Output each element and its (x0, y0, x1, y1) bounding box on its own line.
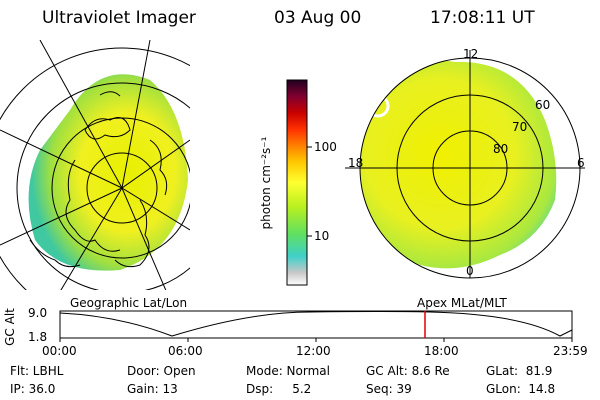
info-door: Door: Open (127, 364, 196, 378)
info-flt: Flt: LBHL (10, 364, 64, 378)
colorbar-label-10: 10 (314, 229, 330, 243)
colorbar-label-100: 100 (314, 140, 337, 154)
colorbar-unit-label: photon cm⁻²s⁻¹ (259, 136, 273, 230)
mlat-mlt-grid (345, 50, 585, 279)
info-dsp: Dsp: 5.2 (246, 382, 312, 396)
mlt-label-18: 18 (348, 156, 364, 170)
right-panel-label: Apex MLat/MLT (417, 296, 507, 310)
altitude-x-tick-0: 00:00 (42, 344, 77, 358)
left-panel-label: Geographic Lat/Lon (70, 296, 188, 310)
geographic-map (0, 40, 190, 290)
mlt-label-0: 0 (466, 264, 474, 278)
mlt-label-12: 12 (463, 47, 479, 61)
altitude-x-tick-2: 12:00 (296, 344, 331, 358)
colorbar (286, 79, 312, 286)
altitude-y-label: GC Alt (3, 308, 17, 346)
lat-lon-grid (0, 40, 190, 290)
altitude-x-tick-1: 06:00 (168, 344, 203, 358)
info-glon: GLon: 14.8 (486, 382, 556, 396)
altitude-x-tick-3: 18:00 (424, 344, 459, 358)
mlat-label-60: 60 (535, 98, 551, 112)
aurora-image-left (28, 74, 189, 271)
coastlines (29, 91, 168, 268)
colorbar-gradient (286, 79, 308, 286)
date-label: 03 Aug 00 (274, 8, 362, 28)
app-title: Ultraviolet Imager (42, 8, 196, 28)
info-gain: Gain: 13 (127, 382, 178, 396)
info-gc-alt: GC Alt: 8.6 Re (366, 364, 450, 378)
time-label: 17:08:11 UT (430, 8, 535, 28)
altitude-x-ticks (59, 338, 573, 342)
info-glat: GLat: 81.9 (486, 364, 553, 378)
altitude-y-tick-high: 9.0 (28, 306, 48, 320)
magnetic-polar-plot (345, 50, 585, 279)
altitude-curve (59, 311, 573, 337)
info-seq: Seq: 39 (366, 382, 412, 396)
altitude-x-tick-4: 23:59 (553, 344, 588, 358)
altitude-plot (59, 310, 573, 342)
aurora-image-right (360, 60, 557, 269)
mlt-label-6: 6 (577, 156, 585, 170)
mlat-label-80: 80 (493, 142, 509, 156)
info-ip: IP: 36.0 (10, 382, 56, 396)
altitude-y-tick-low: 1.8 (28, 330, 48, 344)
mlat-label-70: 70 (512, 120, 528, 134)
info-mode: Mode: Normal (246, 364, 330, 378)
